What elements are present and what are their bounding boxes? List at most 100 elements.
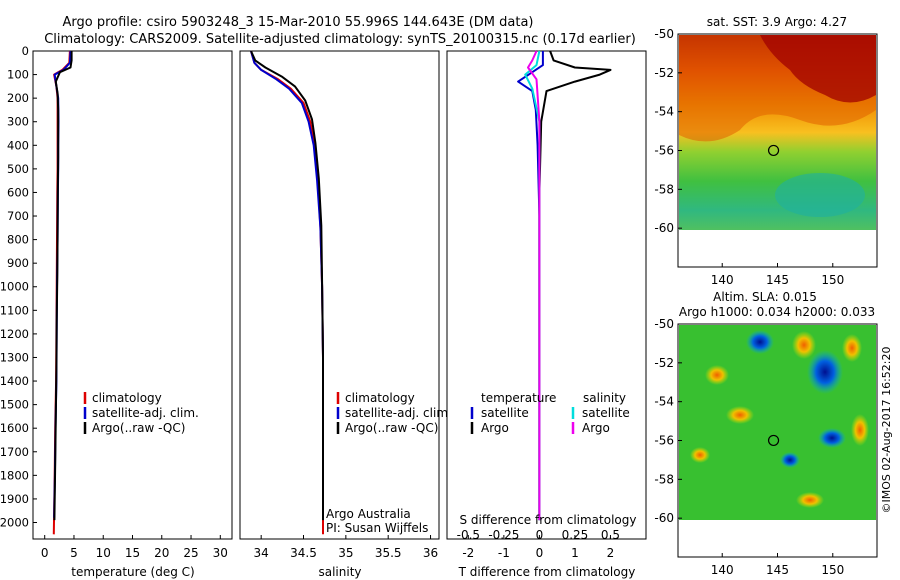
series-line-argo-raw-qc bbox=[250, 50, 324, 521]
legend-climatology-label: climatology bbox=[92, 391, 162, 405]
x-tick-label: 10 bbox=[96, 546, 111, 560]
sst-hot-core bbox=[760, 35, 876, 103]
temperature-x-axis: 0 5 10 15 20 25 30 bbox=[41, 535, 228, 560]
legend-salinity-header: salinity bbox=[583, 391, 626, 405]
map-x-tick-label: 145 bbox=[766, 273, 789, 287]
top-x-tick-label: -0.25 bbox=[488, 528, 519, 542]
temperature-xlabel: temperature (deg C) bbox=[71, 565, 194, 579]
depth-tick-label: 100 bbox=[7, 68, 29, 82]
legend-temperature-header: temperature bbox=[481, 391, 556, 405]
legend-argo-label: Argo(..raw -QC) bbox=[345, 421, 438, 435]
depth-tick-label: 1400 bbox=[0, 374, 29, 388]
top-x-tick-label: -0.5 bbox=[457, 528, 480, 542]
sst-map-panel: sat. SST: 3.9 Argo: 4.27 140 145 150 -50-5… bbox=[654, 15, 878, 287]
difference-series bbox=[517, 50, 612, 521]
depth-tick-label: 1800 bbox=[0, 468, 29, 482]
sla-high-anomaly bbox=[851, 414, 869, 446]
sla-map-x-axis: 140 145 150 bbox=[711, 553, 844, 577]
legend-argo-label: Argo(..raw -QC) bbox=[92, 421, 185, 435]
legend-t-argo-label: Argo bbox=[481, 421, 509, 435]
x-tick-label: 36 bbox=[423, 546, 438, 560]
map-y-tick-label: -60 bbox=[654, 511, 674, 525]
difference-top-x-axis: -0.5 -0.25 0 0.25 0.5 bbox=[457, 528, 620, 542]
sla-argo-location-marker bbox=[767, 434, 780, 447]
attribution-line1: Argo Australia bbox=[326, 507, 411, 521]
depth-tick-label: 1200 bbox=[0, 327, 29, 341]
map-y-tick-label: -56 bbox=[654, 144, 674, 158]
x-tick-label: 2 bbox=[607, 546, 615, 560]
attribution-line2: PI: Susan Wijffels bbox=[326, 521, 428, 535]
x-tick-label: 1 bbox=[571, 546, 579, 560]
salinity-panel: 34 34.5 35 35.5 36 salinity climatology sate… bbox=[239, 50, 452, 579]
x-tick-label: 15 bbox=[125, 546, 140, 560]
map-x-tick-label: 150 bbox=[821, 273, 844, 287]
sla-low-anomaly bbox=[746, 330, 774, 354]
sla-high-anomaly bbox=[792, 331, 816, 359]
series-line-argo-raw-qc bbox=[53, 51, 73, 521]
salinity-legend: climatology satellite-adj. clim. Argo(..… bbox=[336, 391, 452, 435]
copyright-timestamp: ©IMOS 02-Aug-2017 16:52:20 bbox=[880, 347, 893, 514]
depth-tick-label: 900 bbox=[7, 256, 29, 270]
salinity-plot-frame bbox=[239, 50, 440, 540]
x-tick-label: 20 bbox=[154, 546, 169, 560]
map-x-tick-label: 150 bbox=[821, 563, 844, 577]
sla-low-anomaly bbox=[818, 428, 846, 448]
sst-map-y-axis: -50 -52 -54 -56 -58 -60 bbox=[654, 27, 682, 235]
map-y-tick-label: -58 bbox=[654, 472, 674, 486]
depth-tick-label: 400 bbox=[7, 138, 29, 152]
x-tick-label: -1 bbox=[498, 546, 510, 560]
map-y-tick-label: -50 bbox=[654, 317, 674, 331]
map-y-tick-label: -54 bbox=[654, 105, 674, 119]
difference-legend: temperature salinity satellite Argo sate… bbox=[470, 391, 630, 435]
map-y-tick-label: -60 bbox=[654, 221, 674, 235]
sst-argo-location-marker bbox=[767, 144, 780, 157]
temperature-plot-frame bbox=[32, 50, 233, 540]
sla-high-anomaly bbox=[796, 492, 824, 508]
x-tick-label: 35 bbox=[338, 546, 353, 560]
map-y-tick-label: -52 bbox=[654, 356, 674, 370]
sla-map-y-axis: -50 -52 -54 -56 -58 -60 bbox=[654, 317, 682, 525]
depth-tick-label: 1500 bbox=[0, 398, 29, 412]
depth-tick-label: 1100 bbox=[0, 303, 29, 317]
depth-tick-label: 300 bbox=[7, 115, 29, 129]
depth-tick-label: 0 bbox=[22, 44, 29, 58]
difference-panel: -2 -1 0 1 2 -0.5 -0.25 0 0.25 0.5 T difference f… bbox=[446, 50, 647, 579]
sla-map-subtitle: Argo h1000: 0.034 h2000: 0.033 bbox=[679, 305, 875, 319]
depth-tick-label: 1700 bbox=[0, 445, 29, 459]
map-x-tick-label: 145 bbox=[766, 563, 789, 577]
depth-tick-label: 600 bbox=[7, 185, 29, 199]
x-tick-label: 5 bbox=[70, 546, 78, 560]
legend-s-satellite-label: satellite bbox=[582, 406, 630, 420]
depth-tick-label: 1900 bbox=[0, 492, 29, 506]
legend-s-argo-label: Argo bbox=[582, 421, 610, 435]
sla-map-title: Altim. SLA: 0.015 bbox=[713, 290, 817, 304]
x-tick-label: 0 bbox=[536, 546, 544, 560]
top-x-tick-label: 0 bbox=[536, 528, 544, 542]
salinity-xlabel: salinity bbox=[318, 565, 361, 579]
legend-t-satellite-label: satellite bbox=[481, 406, 529, 420]
x-tick-label: 0 bbox=[41, 546, 49, 560]
sla-high-anomaly bbox=[690, 447, 710, 463]
legend-satellite-label: satellite-adj. clim. bbox=[345, 406, 452, 420]
sst-map-x-axis: 140 145 150 bbox=[711, 263, 844, 287]
salinity-x-axis: 34 34.5 35 35.5 36 bbox=[254, 535, 438, 560]
sla-high-anomaly bbox=[726, 406, 754, 424]
difference-x-axis: -2 -1 0 1 2 bbox=[462, 535, 614, 560]
map-y-tick-label: -54 bbox=[654, 395, 674, 409]
depth-tick-label: 500 bbox=[7, 162, 29, 176]
depth-tick-label: 1000 bbox=[0, 280, 29, 294]
depth-tick-label: 700 bbox=[7, 209, 29, 223]
depth-tick-label: 1300 bbox=[0, 350, 29, 364]
series-line-salinity-argo bbox=[527, 50, 541, 521]
depth-tick-label: 200 bbox=[7, 91, 29, 105]
map-y-tick-label: -56 bbox=[654, 434, 674, 448]
map-y-tick-label: -52 bbox=[654, 66, 674, 80]
x-tick-label: 30 bbox=[213, 546, 228, 560]
sla-map-field bbox=[679, 325, 876, 520]
legend-satellite-label: satellite-adj. clim. bbox=[92, 406, 199, 420]
x-tick-label: 25 bbox=[183, 546, 198, 560]
depth-tick-label: 800 bbox=[7, 233, 29, 247]
x-tick-label: 35.5 bbox=[375, 546, 402, 560]
sla-low-anomaly bbox=[780, 452, 800, 468]
